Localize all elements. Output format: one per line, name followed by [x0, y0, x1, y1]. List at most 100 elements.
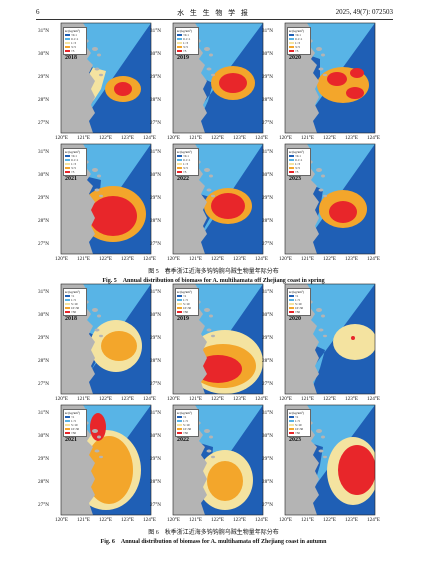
map-frame	[60, 22, 152, 134]
island	[323, 73, 327, 77]
biomass-contour-level-5	[90, 413, 106, 441]
legend-label: 5~10	[183, 423, 190, 427]
lon-tick-label: 120°E	[167, 256, 181, 262]
biomass-legend: Ω (kg/km²) <0.1 0.1~1 1~3 3~5 >5	[287, 27, 311, 55]
legend-item: >30	[177, 310, 197, 314]
island	[97, 174, 101, 178]
legend-item: 0.1~1	[65, 37, 85, 41]
lon-tick-label: 120°E	[279, 396, 293, 402]
map-plot	[284, 22, 376, 134]
biomass-contour-level-5	[211, 193, 245, 219]
legend-title: Ω (kg/km²)	[65, 290, 80, 294]
lat-tick-label: 29°N	[150, 195, 162, 201]
lon-tick-label: 121°E	[189, 256, 203, 262]
legend-swatch	[177, 427, 182, 431]
legend-item: 0.1~1	[289, 158, 309, 162]
lon-tick-label: 121°E	[301, 517, 315, 523]
legend-item: >5	[289, 49, 309, 53]
legend-label: 1~5	[71, 419, 76, 423]
legend-item: 0.1~1	[177, 37, 197, 41]
legend-label: <1	[71, 415, 75, 419]
page-number: 6	[36, 8, 40, 16]
island	[97, 314, 101, 318]
biomass-contour-level-5	[219, 73, 247, 93]
legend-label: <1	[295, 415, 299, 419]
legend-item: >5	[65, 170, 85, 174]
island	[316, 168, 322, 172]
legend-swatch	[65, 419, 70, 423]
legend-item: <1	[289, 415, 309, 419]
legend-item: 1~5	[289, 298, 309, 302]
legend-item: <0.1	[177, 33, 197, 37]
island	[316, 308, 322, 312]
lat-tick-label: 30°N	[38, 172, 50, 178]
panel-year-label: 2021	[65, 437, 77, 443]
legend-swatch	[177, 158, 182, 162]
legend-label: 3~5	[295, 166, 300, 170]
legend-item: 5~10	[177, 423, 197, 427]
island	[94, 328, 100, 332]
legend-title: Ω (kg/km²)	[177, 29, 192, 33]
legend-label: 10~30	[183, 427, 192, 431]
legend-label: >30	[71, 431, 76, 435]
legend-item: >5	[177, 170, 197, 174]
legend-swatch	[289, 49, 294, 53]
distribution-map-2019: 31°N 30°N 29°N 28°N 27°N 120°E 121°E 122°E 123°E…	[150, 22, 268, 144]
biomass-legend: Ω (kg/km²) <0.1 0.1~1 1~3 3~5 >5	[63, 148, 87, 176]
legend-item: 5~10	[289, 302, 309, 306]
lat-tick-label: 29°N	[38, 74, 50, 80]
legend-label: 1~3	[71, 162, 76, 166]
lon-tick-label: 120°E	[279, 517, 293, 523]
legend-label: >30	[295, 431, 300, 435]
legend-swatch	[65, 166, 70, 170]
lon-tick-label: 124°E	[143, 135, 157, 141]
lat-tick-label: 29°N	[150, 74, 162, 80]
lat-tick-label: 29°N	[38, 456, 50, 462]
lat-tick-label: 31°N	[150, 289, 162, 295]
lat-tick-label: 31°N	[262, 410, 274, 416]
lat-tick-label: 31°N	[38, 410, 50, 416]
lat-tick-label: 28°N	[38, 218, 50, 224]
legend-label: >30	[183, 431, 188, 435]
lat-tick-label: 31°N	[262, 149, 274, 155]
island	[318, 188, 324, 192]
lat-tick-label: 28°N	[262, 358, 274, 364]
island	[323, 455, 327, 459]
legend-label: <1	[295, 294, 299, 298]
legend-swatch	[289, 162, 294, 166]
legend-swatch	[289, 415, 294, 419]
figure-6-caption-en: Fig. 6 Annual distribution of biomass fo…	[100, 539, 327, 545]
legend-swatch	[65, 302, 70, 306]
legend-label: <0.1	[295, 33, 301, 37]
legend-swatch	[65, 310, 70, 314]
island	[321, 174, 325, 178]
legend-item: 1~3	[65, 41, 85, 45]
panel-year-label: 2018	[65, 316, 77, 322]
island	[99, 334, 103, 338]
island	[211, 455, 215, 459]
legend-label: 5~10	[183, 302, 190, 306]
island	[321, 53, 325, 57]
legend-swatch	[289, 423, 294, 427]
lat-tick-label: 29°N	[262, 456, 274, 462]
legend-item: 3~5	[177, 166, 197, 170]
lat-tick-label: 29°N	[38, 195, 50, 201]
legend-swatch	[289, 298, 294, 302]
lat-tick-label: 27°N	[150, 381, 162, 387]
legend-label: >30	[295, 310, 300, 314]
legend-swatch	[177, 154, 182, 158]
panel-year-label: 2023	[289, 437, 301, 443]
legend-swatch	[177, 37, 182, 41]
island	[321, 314, 325, 318]
lat-tick-label: 29°N	[262, 335, 274, 341]
lon-tick-label: 123°E	[233, 517, 247, 523]
legend-swatch	[289, 310, 294, 314]
lat-tick-label: 28°N	[262, 218, 274, 224]
legend-item: >5	[289, 170, 309, 174]
map-frame	[284, 404, 376, 516]
lat-tick-label: 30°N	[38, 312, 50, 318]
legend-item: <1	[289, 294, 309, 298]
island	[206, 449, 212, 453]
lat-tick-label: 31°N	[262, 289, 274, 295]
legend-item: 1~5	[65, 419, 85, 423]
